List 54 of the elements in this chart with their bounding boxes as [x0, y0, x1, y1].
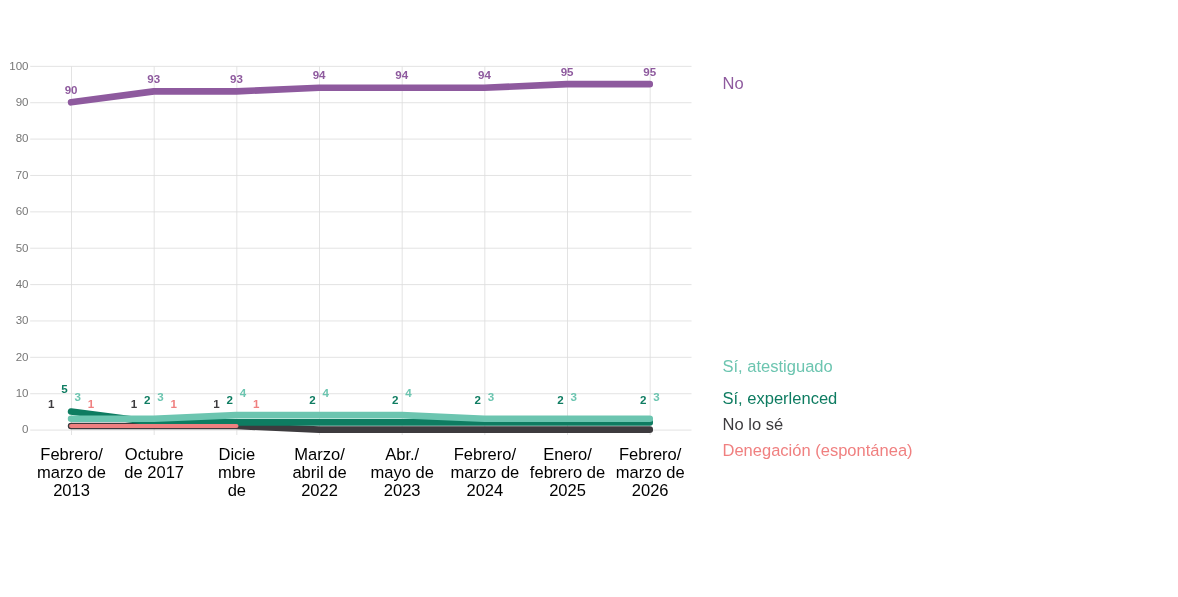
data-label: 94 — [395, 69, 409, 82]
y-tick-label: 40 — [15, 277, 29, 290]
text: No lo sé — [722, 414, 784, 434]
x-tick-label: Febrero/ marzo de 2013 — [37, 444, 106, 501]
y-tick-label: 30 — [15, 314, 29, 327]
data-label: 1 — [253, 397, 261, 410]
text: Sí, atestiguado — [722, 357, 833, 377]
y-tick-label: 80 — [15, 132, 29, 145]
data-label: 4 — [405, 386, 413, 399]
x-tick-label: Febrero/ marzo de 2026 — [615, 444, 685, 501]
x-tick-label: Octubre de 2017 — [124, 444, 185, 483]
data-label: 2 — [474, 394, 482, 407]
data-label: 3 — [487, 390, 495, 403]
y-tick-label: 0 — [22, 423, 29, 436]
data-label: 1 — [170, 397, 178, 410]
y-tick-label: 70 — [15, 168, 29, 181]
text: No — [722, 74, 744, 94]
data-label: 2 — [391, 394, 399, 407]
y-tick-label: 90 — [15, 96, 29, 109]
data-label: 1 — [48, 397, 56, 410]
data-label: 3 — [74, 390, 82, 403]
data-label: 93 — [229, 73, 244, 86]
data-label: 93 — [147, 73, 161, 86]
data-label: 4 — [322, 386, 330, 399]
data-label: 1 — [130, 397, 138, 410]
x-tick-label: Febrero/ marzo de 2024 — [450, 444, 520, 501]
data-label: 2 — [226, 394, 234, 407]
data-label: 1 — [213, 397, 221, 410]
data-label: 3 — [653, 390, 661, 403]
data-label: 2 — [309, 394, 316, 407]
x-tick-label: Marzo/ abril de 2022 — [292, 444, 347, 501]
data-label: 94 — [477, 69, 492, 82]
data-label: 1 — [87, 397, 95, 410]
data-label: 4 — [239, 386, 247, 399]
data-label: 3 — [157, 390, 165, 403]
data-label: 2 — [143, 394, 151, 407]
data-label: 95 — [643, 65, 657, 78]
data-label: 2 — [639, 394, 647, 407]
data-label: 94 — [312, 69, 327, 82]
y-tick-label: 100 — [9, 59, 29, 72]
data-label: 3 — [570, 390, 578, 403]
x-tick-label: Abr./ mayo de 2023 — [370, 444, 434, 501]
data-label: 90 — [64, 84, 78, 97]
text: Sí, experlenced — [722, 389, 838, 409]
data-label: 5 — [61, 383, 69, 396]
y-tick-label: 60 — [15, 205, 29, 218]
y-tick-label: 10 — [15, 387, 29, 400]
y-tick-label: 20 — [15, 350, 29, 363]
x-tick-label: Enero/ febrero de 2025 — [529, 444, 606, 501]
text: Denegación (espontánea) — [722, 440, 913, 460]
y-tick-label: 50 — [15, 241, 29, 254]
data-label: 2 — [557, 394, 564, 407]
data-label: 95 — [560, 65, 575, 78]
x-tick-label: Dicie mbre de — [218, 444, 256, 501]
